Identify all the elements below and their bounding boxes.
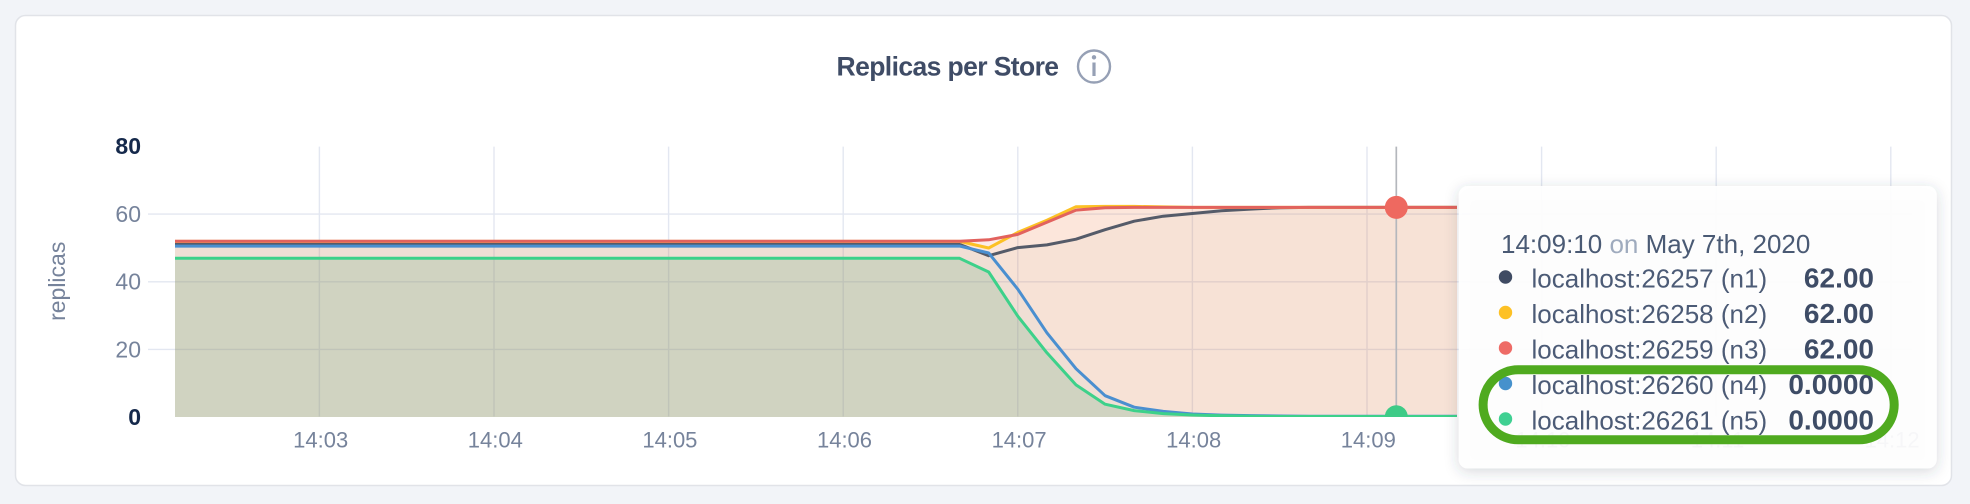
svg-text:80: 80	[115, 133, 141, 159]
svg-text:localhost:26258 (n2): localhost:26258 (n2)	[1532, 299, 1768, 329]
svg-text:localhost:26259 (n3): localhost:26259 (n3)	[1532, 335, 1768, 365]
svg-text:14:05: 14:05	[642, 427, 697, 452]
svg-text:14:09: 14:09	[1341, 427, 1396, 452]
svg-text:Replicas per Store: Replicas per Store	[837, 52, 1059, 82]
svg-text:14:08: 14:08	[1166, 427, 1221, 452]
svg-text:62.00: 62.00	[1804, 334, 1874, 365]
svg-text:14:09:10 on May 7th, 2020: 14:09:10 on May 7th, 2020	[1501, 229, 1810, 259]
svg-text:replicas: replicas	[44, 242, 70, 321]
svg-text:14:07: 14:07	[992, 427, 1047, 452]
svg-text:62.00: 62.00	[1804, 298, 1874, 329]
svg-text:62.00: 62.00	[1804, 263, 1874, 294]
svg-text:0.0000: 0.0000	[1788, 405, 1874, 436]
svg-text:14:04: 14:04	[468, 427, 523, 452]
svg-text:60: 60	[115, 201, 141, 227]
svg-text:localhost:26257 (n1): localhost:26257 (n1)	[1532, 264, 1768, 294]
svg-text:localhost:26261 (n5): localhost:26261 (n5)	[1532, 406, 1768, 436]
svg-text:40: 40	[115, 269, 141, 295]
svg-text:14:06: 14:06	[817, 427, 872, 452]
svg-text:14:03: 14:03	[293, 427, 348, 452]
svg-text:0: 0	[128, 404, 141, 430]
svg-text:localhost:26260 (n4): localhost:26260 (n4)	[1532, 370, 1768, 400]
svg-text:20: 20	[115, 336, 141, 362]
